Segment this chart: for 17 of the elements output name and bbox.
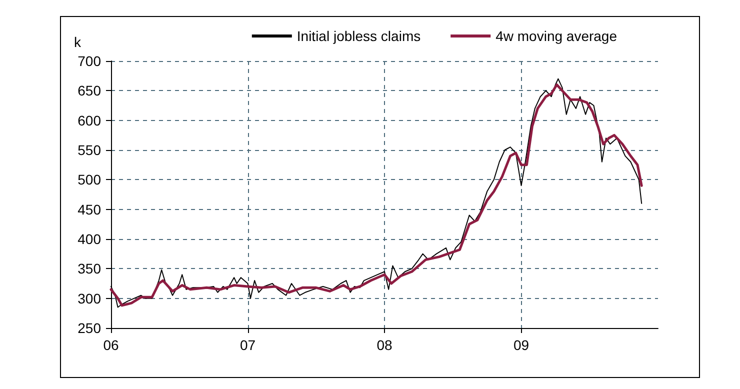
y-tick-label: 450: [78, 201, 102, 218]
y-tick-label: 400: [78, 231, 102, 247]
y-tick-label: 550: [78, 142, 102, 158]
y-tick-label: 250: [78, 320, 102, 336]
y-tick-label: 500: [78, 172, 102, 188]
y-tick-label: 700: [78, 53, 102, 69]
x-tick-label: 09: [513, 337, 530, 353]
y-tick-label: 650: [78, 82, 102, 99]
x-tick-label: 07: [240, 337, 256, 353]
x-tick-label: 08: [376, 337, 392, 353]
y-tick-label: 600: [78, 112, 102, 128]
legend-label: Initial jobless claims: [296, 28, 421, 44]
x-tick-label: 06: [103, 337, 119, 353]
y-tick-label: 300: [78, 290, 102, 306]
legend-label: 4w moving average: [496, 28, 618, 44]
y-tick-label: 350: [78, 260, 102, 277]
y-axis-title: k: [74, 34, 82, 50]
